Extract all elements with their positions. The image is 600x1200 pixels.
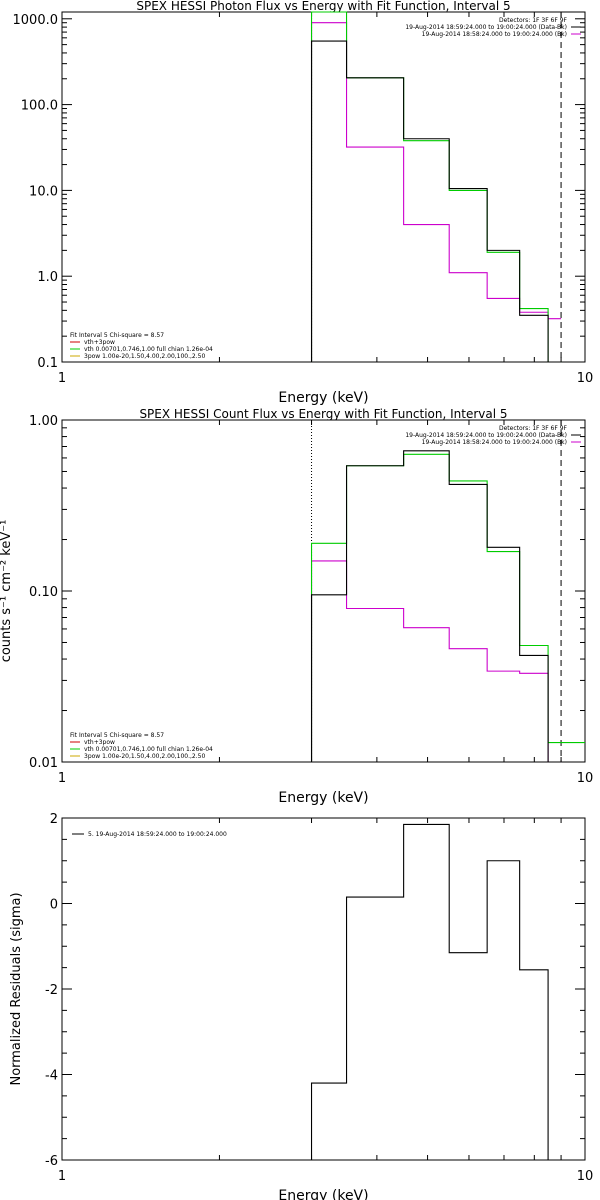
- series-1-steps: [310, 22, 562, 362]
- series-1-steps: [310, 823, 562, 1161]
- x-tick-label: 1: [58, 1169, 66, 1184]
- legend-entry: 3pow 1.00e-20,1.50,4.00,2.00,100.,2.50: [84, 353, 205, 360]
- y-tick-label: -4: [45, 1069, 58, 1084]
- legend-entry: 5. 19-Aug-2014 18:59:24.000 to 19:00:24.…: [88, 831, 227, 838]
- y-tick-label: 0: [50, 898, 58, 913]
- legend-entry: vth+3pow: [84, 339, 115, 346]
- panel-1: SPEX HESSI Photon Flux vs Energy with Fi…: [13, 0, 594, 406]
- y-tick-label: 1.0: [37, 270, 58, 285]
- y-tick-label: -6: [45, 1154, 58, 1169]
- y-tick-label: 0.10: [29, 585, 58, 600]
- legend-entry: 3pow 1.00e-20,1.50,4.00,2.00,100.,2.50: [84, 753, 205, 760]
- series-2-steps: [310, 11, 562, 363]
- legend-entry: vth+3pow: [84, 739, 115, 746]
- legend-entry: 19-Aug-2014 18:59:24.000 to 19:00:24.000…: [405, 432, 567, 439]
- legend-entry: 19-Aug-2014 18:58:24.000 to 19:00:24.000…: [422, 439, 567, 446]
- y-tick-label: 1000.0: [13, 13, 59, 28]
- y-axis-label: counts s⁻¹ cm⁻² keV⁻¹: [0, 520, 14, 663]
- series-1-steps: [310, 560, 562, 763]
- chart-title: SPEX HESSI Photon Flux vs Energy with Fi…: [136, 0, 510, 13]
- legend-entry: Fit Interval 5 Chi-square = 8.57: [70, 732, 164, 739]
- legend-entry: Detectors: 1F 3F 6F 9F: [499, 17, 568, 24]
- y-tick-label: -2: [45, 983, 58, 998]
- x-axis-label: Energy (keV): [278, 1188, 368, 1200]
- x-tick-label: 1: [58, 371, 66, 386]
- x-tick-label: 10: [577, 1169, 594, 1184]
- x-axis-label: Energy (keV): [278, 390, 368, 406]
- y-tick-label: 100.0: [21, 99, 58, 114]
- legend-entry: Fit Interval 5 Chi-square = 8.57: [70, 332, 164, 339]
- chart-title: SPEX HESSI Count Flux vs Energy with Fit…: [139, 407, 507, 421]
- legend-entry: vth 0.00701,0.746,1.00 full chian 1.26e-…: [84, 746, 213, 753]
- y-tick-label: 0.01: [29, 756, 58, 771]
- plot-frame: [61, 817, 586, 1161]
- y-tick-label: 1.00: [29, 414, 58, 429]
- panel-3: 1 10 2 0 -2 -4 -6 Energy (keV) Normalized Residu…: [9, 812, 593, 1200]
- legend-entry: 19-Aug-2014 18:58:24.000 to 19:00:24.000…: [422, 31, 567, 38]
- legend-entry: vth 0.00701,0.746,1.00 full chian 1.26e-…: [84, 346, 213, 353]
- x-axis-label: Energy (keV): [278, 790, 368, 806]
- panel-2: SPEX HESSI Count Flux vs Energy with Fit…: [0, 407, 593, 806]
- y-tick-label: 0.1: [37, 356, 58, 371]
- series-3-steps: [310, 40, 562, 363]
- x-tick-label: 10: [577, 771, 594, 786]
- x-tick-label: 1: [58, 771, 66, 786]
- series-3-steps: [310, 450, 562, 763]
- plot-frame: [61, 419, 586, 763]
- plot-frame: [61, 11, 586, 363]
- y-tick-label: 10.0: [29, 184, 58, 199]
- y-axis-label: Normalized Residuals (sigma): [9, 892, 24, 1085]
- x-tick-label: 10: [577, 371, 594, 386]
- legend-entry: 19-Aug-2014 18:59:24.000 to 19:00:24.000…: [405, 24, 567, 31]
- y-tick-label: 2: [50, 812, 58, 827]
- legend-entry: Detectors: 1F 3F 6F 9F: [499, 425, 568, 432]
